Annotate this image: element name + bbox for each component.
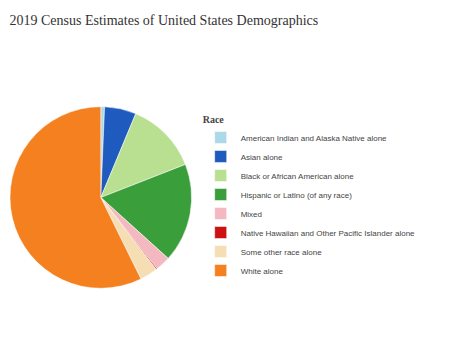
svg-text:American Indian and Alaska Nat: American Indian and Alaska Native alone	[241, 134, 387, 143]
svg-text:2019 Census Estimates of Unite: 2019 Census Estimates of United States D…	[9, 13, 318, 28]
svg-text:White alone: White alone	[241, 267, 284, 276]
svg-text:Asian alone: Asian alone	[241, 153, 283, 162]
svg-text:Hispanic or Latino (of any rac: Hispanic or Latino (of any race)	[241, 191, 353, 200]
svg-text:Black or African American alon: Black or African American alone	[241, 172, 354, 181]
svg-text:Native Hawaiian and Other Paci: Native Hawaiian and Other Pacific Island…	[241, 229, 415, 238]
svg-text:Race: Race	[203, 114, 225, 125]
svg-text:Mixed: Mixed	[241, 210, 262, 219]
svg-text:Some other race alone: Some other race alone	[241, 248, 322, 257]
